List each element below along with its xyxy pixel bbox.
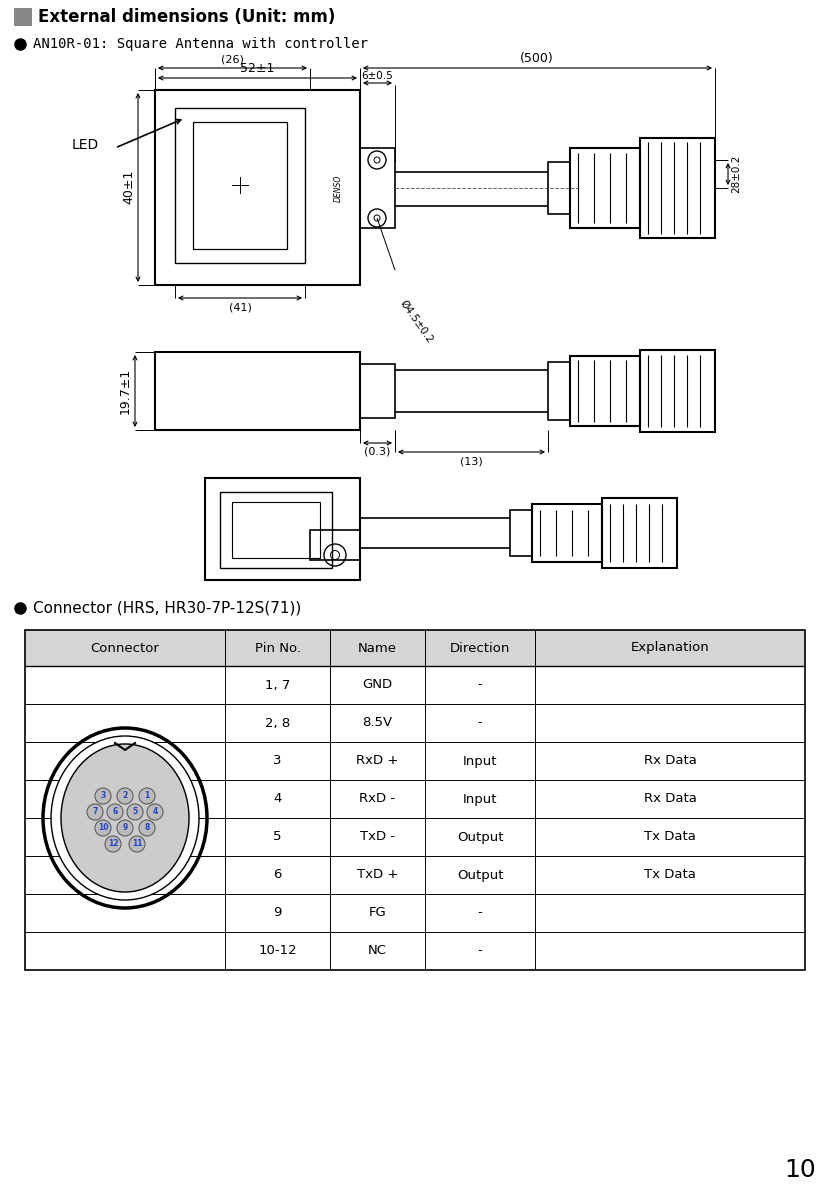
Text: 12: 12 bbox=[108, 840, 118, 848]
Text: 8.5V: 8.5V bbox=[363, 716, 393, 730]
Text: -: - bbox=[477, 716, 482, 730]
Text: 2, 8: 2, 8 bbox=[265, 716, 290, 730]
Text: Output: Output bbox=[457, 830, 503, 843]
Text: NC: NC bbox=[368, 945, 387, 958]
Circle shape bbox=[117, 788, 133, 804]
Ellipse shape bbox=[52, 737, 198, 899]
Text: 52±1: 52±1 bbox=[240, 62, 274, 75]
Text: 9: 9 bbox=[122, 824, 128, 832]
Bar bbox=[532, 504, 602, 562]
Bar bbox=[155, 352, 360, 431]
Bar bbox=[220, 492, 332, 568]
Text: (41): (41) bbox=[228, 303, 251, 312]
Text: Input: Input bbox=[463, 793, 497, 805]
Bar bbox=[570, 148, 640, 228]
Bar bbox=[310, 530, 360, 560]
Bar bbox=[360, 148, 395, 228]
Text: LED: LED bbox=[72, 138, 100, 152]
Bar bbox=[640, 350, 715, 432]
Circle shape bbox=[127, 804, 143, 820]
Text: External dimensions (Unit: mm): External dimensions (Unit: mm) bbox=[38, 8, 335, 26]
Text: TxD +: TxD + bbox=[357, 868, 398, 881]
Circle shape bbox=[129, 836, 145, 852]
Text: (26): (26) bbox=[221, 55, 243, 65]
Text: (0.3): (0.3) bbox=[364, 447, 390, 457]
Text: 3: 3 bbox=[273, 755, 281, 768]
Text: AN10R-01: Square Antenna with controller: AN10R-01: Square Antenna with controller bbox=[33, 37, 368, 51]
Text: 2: 2 bbox=[122, 792, 128, 800]
Circle shape bbox=[87, 804, 103, 820]
Bar bbox=[155, 90, 360, 285]
Text: Explanation: Explanation bbox=[631, 641, 710, 654]
Circle shape bbox=[95, 820, 111, 836]
Text: 8: 8 bbox=[144, 824, 149, 832]
Bar bbox=[175, 108, 305, 263]
Bar bbox=[360, 364, 395, 417]
Text: Connector: Connector bbox=[90, 641, 159, 654]
Bar bbox=[548, 161, 570, 214]
Text: 10: 10 bbox=[784, 1158, 816, 1182]
Text: 5: 5 bbox=[133, 807, 138, 817]
Text: 1, 7: 1, 7 bbox=[265, 678, 290, 691]
Text: 1: 1 bbox=[144, 792, 149, 800]
Text: RxD -: RxD - bbox=[359, 793, 396, 805]
Bar bbox=[25, 630, 805, 970]
Text: Name: Name bbox=[358, 641, 397, 654]
Text: 4: 4 bbox=[273, 793, 281, 805]
Text: -: - bbox=[477, 907, 482, 920]
Text: Direction: Direction bbox=[450, 641, 510, 654]
Text: Rx Data: Rx Data bbox=[643, 755, 696, 768]
Circle shape bbox=[95, 788, 111, 804]
Circle shape bbox=[139, 820, 155, 836]
Circle shape bbox=[139, 788, 155, 804]
Text: RxD +: RxD + bbox=[356, 755, 398, 768]
Bar bbox=[232, 502, 320, 559]
Text: DENSO: DENSO bbox=[334, 175, 343, 202]
Bar bbox=[205, 478, 360, 580]
Ellipse shape bbox=[61, 744, 189, 892]
Circle shape bbox=[105, 836, 121, 852]
Text: 5: 5 bbox=[273, 830, 281, 843]
Text: 6: 6 bbox=[273, 868, 281, 881]
Text: 40±1: 40±1 bbox=[122, 170, 135, 205]
Text: -: - bbox=[477, 678, 482, 691]
Text: 11: 11 bbox=[132, 840, 142, 848]
Text: (500): (500) bbox=[520, 51, 554, 65]
Text: 7: 7 bbox=[92, 807, 98, 817]
Bar bbox=[510, 509, 532, 556]
Text: 9: 9 bbox=[273, 907, 281, 920]
Bar bbox=[25, 630, 805, 666]
Text: Tx Data: Tx Data bbox=[644, 868, 696, 881]
Text: Output: Output bbox=[457, 868, 503, 881]
Bar bbox=[548, 362, 570, 420]
Text: Tx Data: Tx Data bbox=[644, 830, 696, 843]
Text: -: - bbox=[477, 945, 482, 958]
Text: 19.7±1: 19.7±1 bbox=[119, 368, 132, 414]
Bar bbox=[570, 356, 640, 426]
Text: 10: 10 bbox=[98, 824, 108, 832]
Text: Connector (HRS, HR30-7P-12S(71)): Connector (HRS, HR30-7P-12S(71)) bbox=[33, 600, 301, 616]
Text: Ø4.5±0.2: Ø4.5±0.2 bbox=[398, 298, 435, 344]
Text: 6: 6 bbox=[112, 807, 118, 817]
Text: 6±0.5: 6±0.5 bbox=[361, 71, 393, 81]
Text: Input: Input bbox=[463, 755, 497, 768]
Text: Rx Data: Rx Data bbox=[643, 793, 696, 805]
Text: Pin No.: Pin No. bbox=[255, 641, 300, 654]
Text: TxD -: TxD - bbox=[360, 830, 395, 843]
Text: 10-12: 10-12 bbox=[258, 945, 297, 958]
Circle shape bbox=[107, 804, 123, 820]
Bar bbox=[640, 138, 715, 238]
Text: (13): (13) bbox=[460, 456, 482, 466]
Text: FG: FG bbox=[369, 907, 387, 920]
Text: 28±0.2: 28±0.2 bbox=[731, 154, 741, 194]
Circle shape bbox=[147, 804, 163, 820]
Circle shape bbox=[117, 820, 133, 836]
Text: 3: 3 bbox=[100, 792, 105, 800]
Text: 4: 4 bbox=[153, 807, 158, 817]
Bar bbox=[25, 666, 805, 970]
Bar bbox=[602, 498, 677, 568]
Text: GND: GND bbox=[363, 678, 393, 691]
Bar bbox=[193, 122, 287, 249]
Bar bbox=[14, 8, 32, 26]
